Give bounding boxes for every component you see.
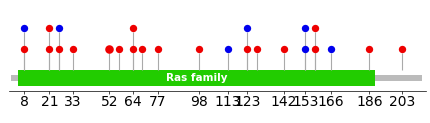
Point bbox=[281, 48, 288, 50]
Point bbox=[21, 27, 28, 29]
Point bbox=[253, 48, 260, 50]
Point bbox=[129, 27, 136, 29]
Point bbox=[327, 48, 334, 50]
Point bbox=[129, 48, 136, 50]
Point bbox=[46, 48, 53, 50]
Point bbox=[244, 27, 251, 29]
Point bbox=[154, 48, 161, 50]
Bar bbox=[18, 70, 375, 86]
Point bbox=[55, 27, 62, 29]
Point bbox=[55, 48, 62, 50]
Point bbox=[312, 27, 319, 29]
Point bbox=[21, 48, 28, 50]
Point bbox=[195, 48, 202, 50]
Point bbox=[366, 48, 373, 50]
Text: Ras family: Ras family bbox=[166, 73, 227, 83]
Point bbox=[116, 48, 123, 50]
Bar bbox=[11, 75, 422, 81]
Point bbox=[224, 48, 231, 50]
Point bbox=[312, 48, 319, 50]
Point bbox=[69, 48, 76, 50]
Point bbox=[139, 48, 146, 50]
Point bbox=[302, 48, 309, 50]
Point bbox=[302, 27, 309, 29]
Point bbox=[244, 48, 251, 50]
Point bbox=[399, 48, 406, 50]
Point bbox=[106, 48, 113, 50]
Point bbox=[46, 27, 53, 29]
